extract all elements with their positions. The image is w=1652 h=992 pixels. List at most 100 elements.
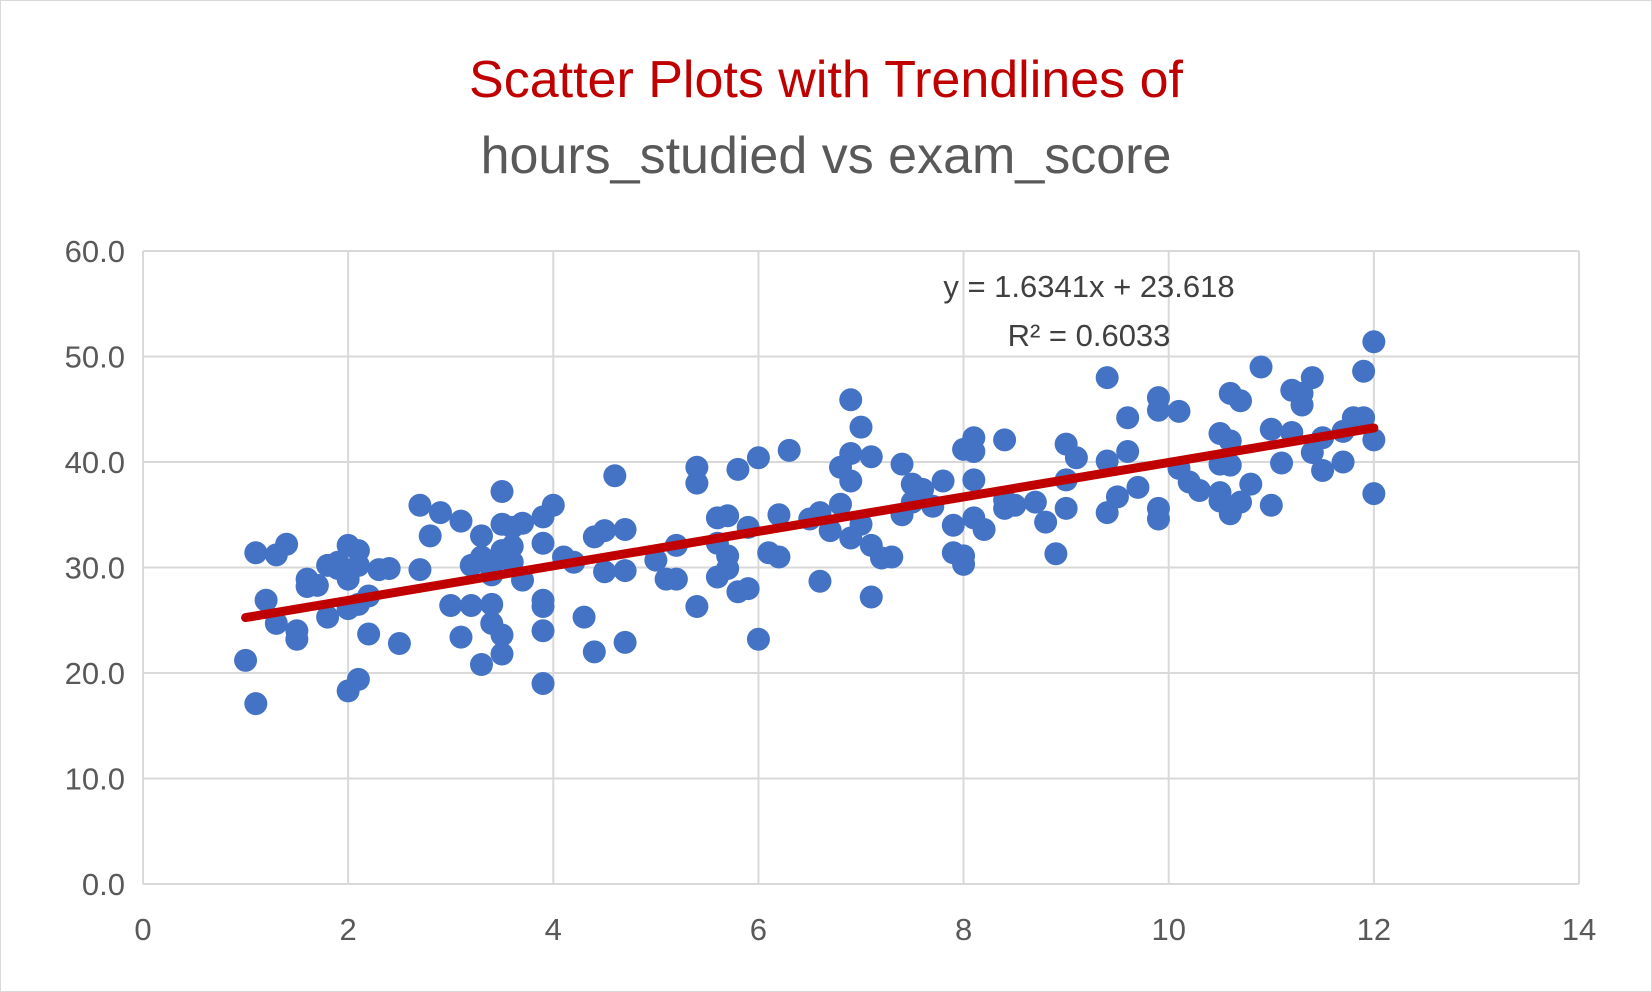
data-point xyxy=(736,577,760,601)
x-tick-label: 12 xyxy=(1357,912,1391,947)
data-point xyxy=(541,493,565,517)
data-point xyxy=(1167,399,1191,423)
data-point xyxy=(767,503,791,527)
data-point xyxy=(716,557,740,581)
data-point xyxy=(613,518,637,542)
data-point xyxy=(1095,449,1119,473)
data-point xyxy=(449,625,473,649)
data-point xyxy=(244,541,268,565)
data-point xyxy=(941,513,965,537)
data-point xyxy=(428,501,452,525)
y-tick-label: 20.0 xyxy=(65,656,125,691)
data-point xyxy=(1126,475,1150,499)
data-point xyxy=(346,553,370,577)
data-point xyxy=(911,477,935,501)
trendline-r-squared: R² = 0.6033 xyxy=(1008,318,1171,353)
data-point xyxy=(1146,398,1170,422)
data-point xyxy=(511,511,535,535)
data-point xyxy=(469,524,493,548)
data-point xyxy=(972,518,996,542)
data-point xyxy=(828,492,852,516)
data-point xyxy=(275,532,299,556)
data-point xyxy=(500,534,524,558)
data-point xyxy=(1362,482,1386,506)
data-point xyxy=(1003,493,1027,517)
data-point xyxy=(254,588,278,612)
data-point xyxy=(490,642,514,666)
data-point xyxy=(716,504,740,528)
data-point xyxy=(1116,439,1140,463)
data-point xyxy=(531,672,555,696)
data-point xyxy=(1044,542,1068,566)
data-point xyxy=(1239,472,1263,496)
data-point xyxy=(1034,510,1058,534)
data-point xyxy=(839,469,863,493)
trendline-equation: y = 1.6341x + 23.618 xyxy=(943,269,1234,304)
data-point xyxy=(408,493,432,517)
data-point xyxy=(962,468,986,492)
x-tick-label: 2 xyxy=(340,912,357,947)
data-point xyxy=(593,519,617,543)
data-point xyxy=(490,480,514,504)
data-point xyxy=(839,388,863,412)
data-point xyxy=(1311,458,1335,482)
data-point xyxy=(531,531,555,555)
y-tick-label: 0.0 xyxy=(82,867,125,902)
data-point xyxy=(1229,389,1253,413)
data-point xyxy=(767,545,791,569)
data-point xyxy=(613,559,637,583)
data-point xyxy=(890,452,914,476)
data-point xyxy=(244,692,268,716)
data-point xyxy=(1064,446,1088,470)
data-point xyxy=(1054,496,1078,520)
data-point xyxy=(593,560,617,584)
y-tick-label: 60.0 xyxy=(65,234,125,269)
data-point xyxy=(459,593,483,617)
data-point xyxy=(439,593,463,617)
chart-title: Scatter Plots with Trendlines of xyxy=(469,51,1183,109)
data-point xyxy=(644,548,668,572)
data-point xyxy=(418,524,442,548)
x-tick-label: 8 xyxy=(955,912,972,947)
grid-lines xyxy=(142,250,1580,885)
x-tick-label: 0 xyxy=(134,912,151,947)
data-point xyxy=(664,567,688,591)
data-point xyxy=(285,627,309,651)
data-point xyxy=(1362,330,1386,354)
data-point xyxy=(1362,428,1386,452)
data-point xyxy=(859,585,883,609)
data-point xyxy=(234,648,258,672)
data-point xyxy=(726,457,750,481)
data-point xyxy=(387,631,411,655)
data-point xyxy=(746,627,770,651)
data-point xyxy=(1105,485,1129,509)
data-point xyxy=(808,569,832,593)
data-point xyxy=(1218,453,1242,477)
data-point xyxy=(685,595,709,619)
data-point xyxy=(962,439,986,463)
data-point xyxy=(469,653,493,677)
trendline xyxy=(241,423,1379,623)
trendline-layer xyxy=(241,423,1379,623)
data-point xyxy=(480,592,504,616)
x-tick-label: 10 xyxy=(1151,912,1185,947)
data-point xyxy=(993,428,1017,452)
data-point xyxy=(305,573,329,597)
x-tick-label: 6 xyxy=(750,912,767,947)
x-tick-label: 14 xyxy=(1562,912,1596,947)
data-point xyxy=(490,623,514,647)
y-tick-label: 10.0 xyxy=(65,762,125,797)
data-point xyxy=(531,619,555,643)
data-point xyxy=(777,438,801,462)
data-point xyxy=(859,445,883,469)
data-point xyxy=(1352,359,1376,383)
data-point xyxy=(316,605,340,629)
data-point xyxy=(357,622,381,646)
data-point xyxy=(1259,493,1283,517)
y-tick-label: 50.0 xyxy=(65,340,125,375)
data-point xyxy=(849,415,873,439)
y-tick-label: 40.0 xyxy=(65,445,125,480)
data-point xyxy=(377,557,401,581)
data-point xyxy=(582,640,606,664)
